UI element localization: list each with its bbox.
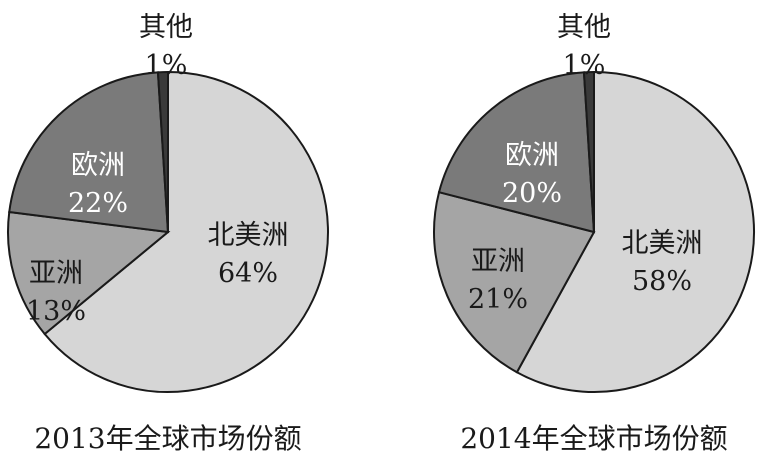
chart-title: 2013年全球市场份额 — [34, 422, 301, 455]
slice-value-label: 13% — [26, 296, 86, 327]
pie-slice-2 — [437, 71, 596, 234]
pie-slice-3 — [156, 70, 169, 233]
slice-value-label: 21% — [468, 284, 528, 315]
slice-value-label: 58% — [632, 266, 692, 297]
slice-value-label: 1% — [563, 50, 606, 81]
pie-chart-2014: 北美洲 58% 亚洲 21% 欧洲 20% 其他 1% 2014年全球市场份额 — [433, 12, 755, 455]
slice-label: 北美洲 — [208, 220, 289, 251]
pie-slice-1 — [433, 190, 596, 374]
pie-slice-3 — [582, 70, 595, 233]
pie-slice-1 — [7, 210, 171, 336]
slice-label: 北美洲 — [622, 228, 703, 259]
pie-slice-0 — [515, 70, 755, 393]
slice-label: 欧洲 — [71, 150, 125, 181]
slice-label: 其他 — [139, 12, 193, 43]
slice-label: 其他 — [557, 12, 611, 43]
slice-value-label: 1% — [145, 50, 188, 81]
slice-value-label: 20% — [502, 178, 562, 209]
pie-chart-2013: 北美洲 64% 亚洲 13% 欧洲 22% 其他 1% 2013年全球市场份额 — [7, 12, 329, 455]
pie-slice-0 — [43, 70, 329, 393]
slice-value-label: 64% — [218, 258, 278, 289]
slice-label: 亚洲 — [29, 258, 83, 289]
pie-slice-2 — [8, 71, 170, 234]
slice-label: 欧洲 — [505, 140, 559, 171]
slice-value-label: 22% — [68, 188, 128, 219]
slice-label: 亚洲 — [471, 246, 525, 277]
chart-title: 2014年全球市场份额 — [460, 422, 727, 455]
